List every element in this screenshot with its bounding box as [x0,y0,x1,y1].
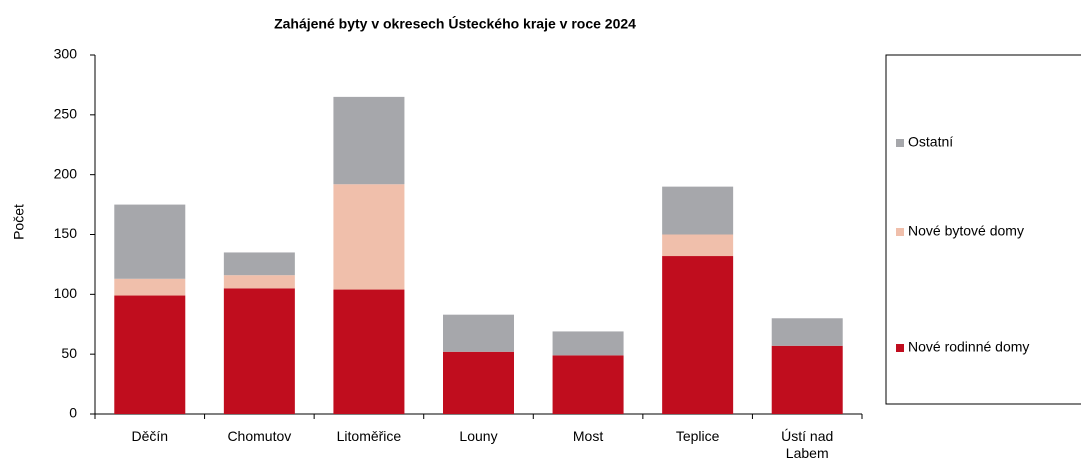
legend-label: Ostatní [908,134,953,150]
bar-segment [223,288,295,414]
x-tick-label: Litoměřice [336,428,402,444]
bar-segment [662,256,734,414]
legend-swatch [896,228,904,236]
x-tick-label: Louny [459,428,498,444]
x-tick-label: Teplice [675,428,720,444]
bar-segment [114,295,186,414]
y-tick-label: 300 [54,46,78,62]
bar-segment [662,234,734,257]
bar-segment [223,275,295,289]
bar-segment [333,184,405,290]
bar-segment [333,289,405,414]
y-tick-label: 0 [69,405,77,421]
bar-segment [662,186,734,235]
bar-segment [552,355,624,414]
bar-segment [443,314,514,352]
legend-label: Nové rodinné domy [908,339,1029,355]
y-tick-label: 200 [54,165,78,181]
legend-label: Nové bytové domy [908,223,1024,239]
bar-segment [771,345,843,414]
bar-segment [114,204,186,279]
y-tick-label: 250 [54,106,78,122]
y-tick-label: 150 [54,225,78,241]
bar-segment [443,351,514,414]
legend-swatch [896,344,904,352]
x-tick-label: Ústí nad Labem [781,428,834,461]
bar-segment [114,278,186,296]
y-tick-label: 50 [61,345,77,361]
bar-segment [333,96,405,185]
x-tick-label: Most [572,428,604,444]
y-tick-label: 100 [54,285,78,301]
chart-title: Zahájené byty v okresech Ústeckého kraje… [274,15,636,32]
y-axis-label: Počet [11,204,27,240]
legend-box [885,54,1081,405]
bar-segment [223,252,295,276]
bar-segment [552,331,624,356]
bar-segment [771,318,843,346]
x-tick-label: Chomutov [227,428,292,444]
legend-swatch [896,139,904,147]
x-tick-label: Děčín [131,428,169,444]
